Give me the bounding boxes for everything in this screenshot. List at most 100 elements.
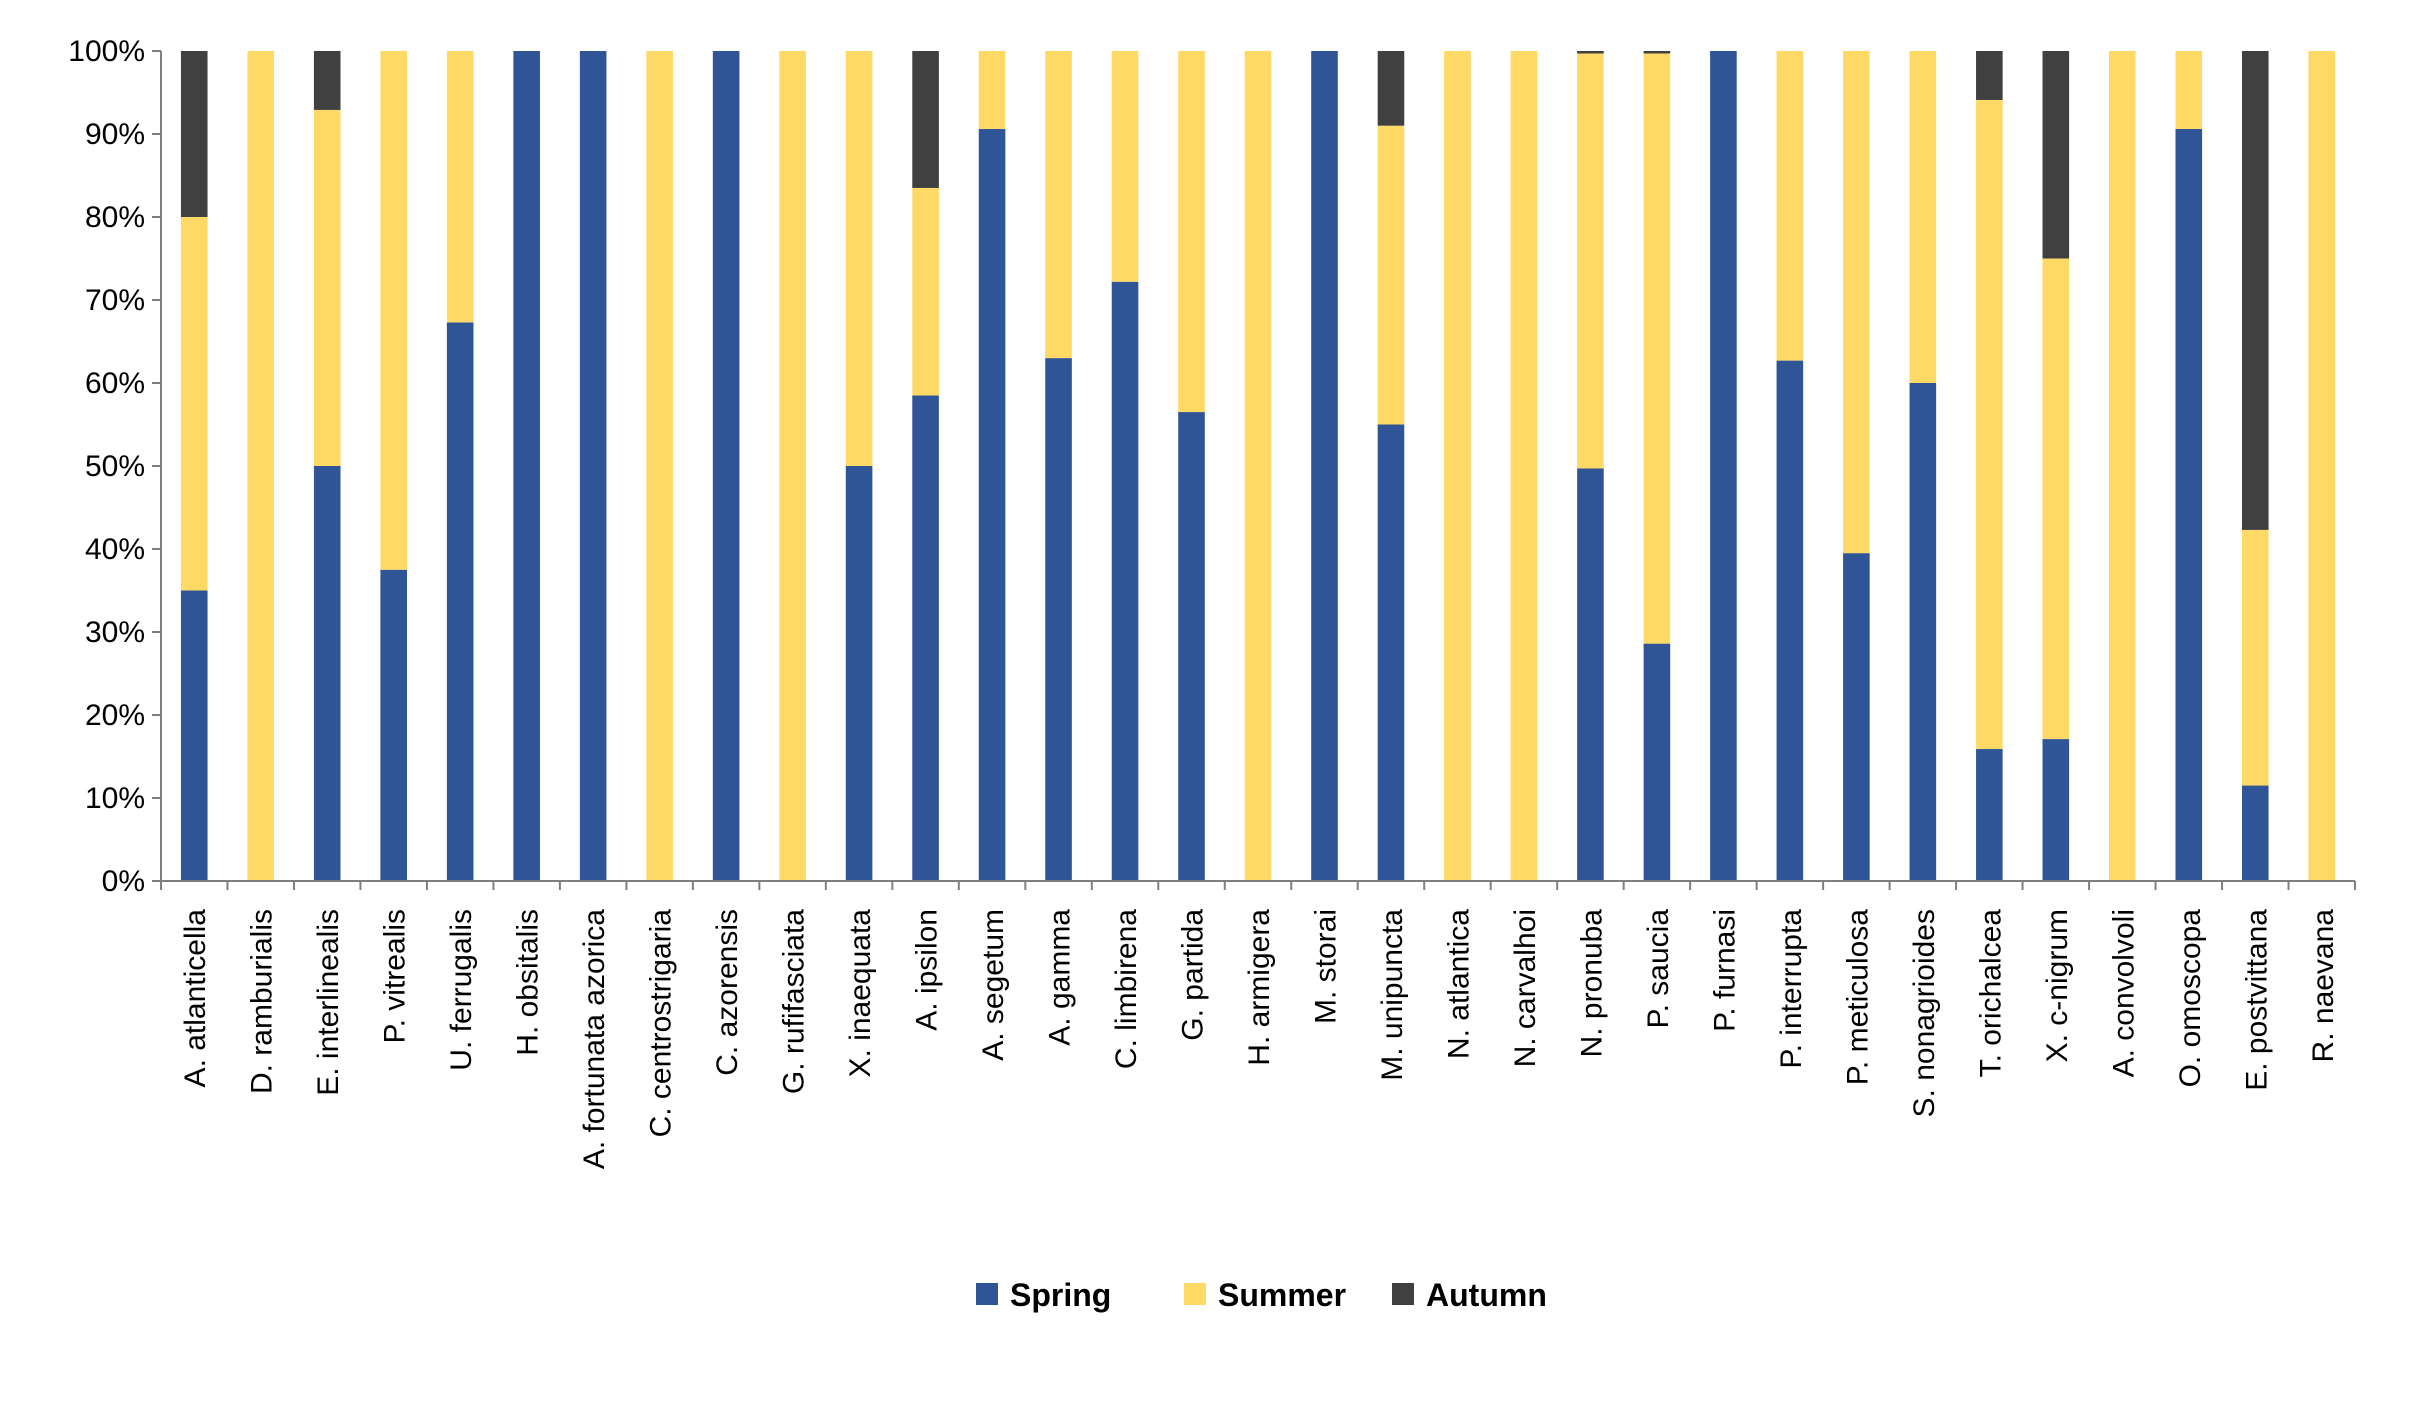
bar-spring-28 — [2042, 739, 2070, 881]
bar-summer-28 — [2042, 258, 2070, 740]
x-category-label: C. limbirena — [1110, 909, 1143, 1069]
y-tick-label: 30% — [85, 616, 145, 649]
bar-summer-16 — [1244, 51, 1272, 881]
x-category-label: C. azorensis — [711, 909, 744, 1076]
y-tick-label: 70% — [85, 284, 145, 317]
bar-summer-2 — [313, 109, 341, 467]
bar-spring-2 — [313, 466, 341, 881]
x-category-label: N. atlantica — [1442, 909, 1475, 1059]
x-category-label: P. furnasi — [1708, 909, 1741, 1032]
bar-spring-25 — [1843, 553, 1870, 881]
bar-autumn-22 — [1643, 51, 1671, 54]
bar-spring-3 — [380, 569, 407, 881]
bar-summer-12 — [978, 51, 1006, 130]
bar-summer-11 — [912, 187, 939, 396]
x-category-label: E. interlinealis — [312, 909, 345, 1096]
bar-autumn-18 — [1377, 51, 1405, 126]
bar-spring-22 — [1643, 643, 1671, 881]
bar-spring-21 — [1577, 468, 1604, 881]
x-category-label: P. interrupta — [1775, 909, 1808, 1069]
bar-spring-12 — [978, 129, 1006, 881]
bars-layer — [180, 51, 2336, 882]
bar-summer-4 — [446, 51, 474, 323]
bar-spring-11 — [912, 395, 939, 881]
bar-autumn-2 — [313, 51, 341, 110]
bar-spring-5 — [513, 51, 540, 881]
x-category-label: G. partida — [1177, 909, 1210, 1041]
bar-spring-15 — [1178, 412, 1205, 881]
bar-summer-9 — [779, 51, 806, 881]
x-category-label: P. saucia — [1642, 909, 1675, 1029]
y-tick-label: 60% — [85, 367, 145, 400]
bar-summer-29 — [2109, 51, 2136, 881]
bar-summer-22 — [1643, 53, 1671, 644]
bar-summer-0 — [180, 217, 208, 591]
y-tick-label: 20% — [85, 699, 145, 732]
x-category-label: M. unipuncta — [1376, 909, 1409, 1081]
bar-summer-27 — [1976, 99, 2003, 750]
bar-spring-4 — [446, 322, 474, 881]
x-category-label: P. meticulosa — [1841, 909, 1874, 1086]
bar-spring-13 — [1045, 358, 1072, 882]
y-tick-label: 90% — [85, 118, 145, 151]
legend: Spring Summer Autumn — [976, 1277, 1547, 1313]
bar-spring-27 — [1976, 749, 2003, 881]
x-category-label: O. omoscopa — [2174, 909, 2207, 1088]
bar-spring-10 — [845, 466, 873, 881]
bar-autumn-27 — [1976, 51, 2003, 100]
bar-summer-21 — [1577, 53, 1604, 469]
bar-summer-18 — [1377, 125, 1405, 425]
x-category-label: G. rufifasciata — [778, 909, 811, 1094]
bar-spring-30 — [2175, 129, 2203, 881]
bar-autumn-0 — [180, 51, 208, 217]
legend-swatch-summer — [1184, 1283, 1206, 1305]
bar-autumn-31 — [2241, 51, 2269, 530]
bar-spring-18 — [1377, 424, 1405, 881]
bar-summer-3 — [380, 51, 407, 570]
bar-summer-7 — [646, 51, 673, 881]
y-tick-label: 80% — [85, 201, 145, 234]
x-category-label: P. vitrealis — [379, 909, 412, 1044]
legend-label-autumn: Autumn — [1426, 1277, 1547, 1313]
x-category-label: A. convolvoli — [2107, 909, 2140, 1077]
bar-spring-17 — [1311, 51, 1338, 881]
y-tick-label: 10% — [85, 782, 145, 815]
x-category-label: T. orichalcea — [1974, 909, 2007, 1078]
bar-summer-19 — [1444, 51, 1471, 881]
bar-spring-6 — [579, 51, 607, 881]
x-category-label: N. pronuba — [1575, 909, 1608, 1058]
x-category-label: H. armigera — [1243, 909, 1276, 1066]
bar-summer-32 — [2308, 51, 2336, 881]
x-category-label: M. storai — [1309, 909, 1342, 1024]
x-category-label: A. gamma — [1044, 909, 1077, 1046]
legend-swatch-autumn — [1392, 1283, 1414, 1305]
bar-summer-20 — [1510, 51, 1538, 881]
bar-summer-30 — [2175, 51, 2203, 130]
axes-layer — [152, 50, 2356, 890]
y-tick-label: 50% — [85, 450, 145, 483]
labels-layer: 0% 10% 20% 30% 40% 50% 60% 70% 80% 90% 100% A. atla… — [68, 35, 2339, 1169]
x-category-label: D. ramburialis — [246, 909, 279, 1094]
y-tick-label: 100% — [68, 35, 145, 68]
bar-autumn-28 — [2042, 51, 2070, 259]
x-category-label: X. c-nigrum — [2041, 909, 2074, 1062]
x-category-label: N. carvalhoi — [1509, 909, 1542, 1067]
x-category-label: U. ferrugalis — [445, 909, 478, 1071]
bar-summer-10 — [845, 51, 873, 466]
x-category-label: A. fortunata azorica — [578, 909, 611, 1169]
x-category-label: E. postvittana — [2240, 909, 2273, 1091]
bar-summer-25 — [1843, 51, 1870, 554]
bar-spring-24 — [1776, 360, 1804, 882]
x-category-label: H. obsitalis — [512, 909, 545, 1056]
legend-label-summer: Summer — [1218, 1277, 1346, 1313]
bar-spring-0 — [180, 590, 208, 881]
bar-summer-31 — [2241, 529, 2269, 786]
bar-summer-15 — [1178, 51, 1205, 413]
bar-autumn-11 — [912, 51, 939, 188]
x-category-label: C. centrostrigaria — [645, 909, 678, 1138]
x-category-label: R. naevana — [2307, 909, 2340, 1063]
y-tick-label: 40% — [85, 533, 145, 566]
bar-summer-14 — [1111, 51, 1139, 282]
